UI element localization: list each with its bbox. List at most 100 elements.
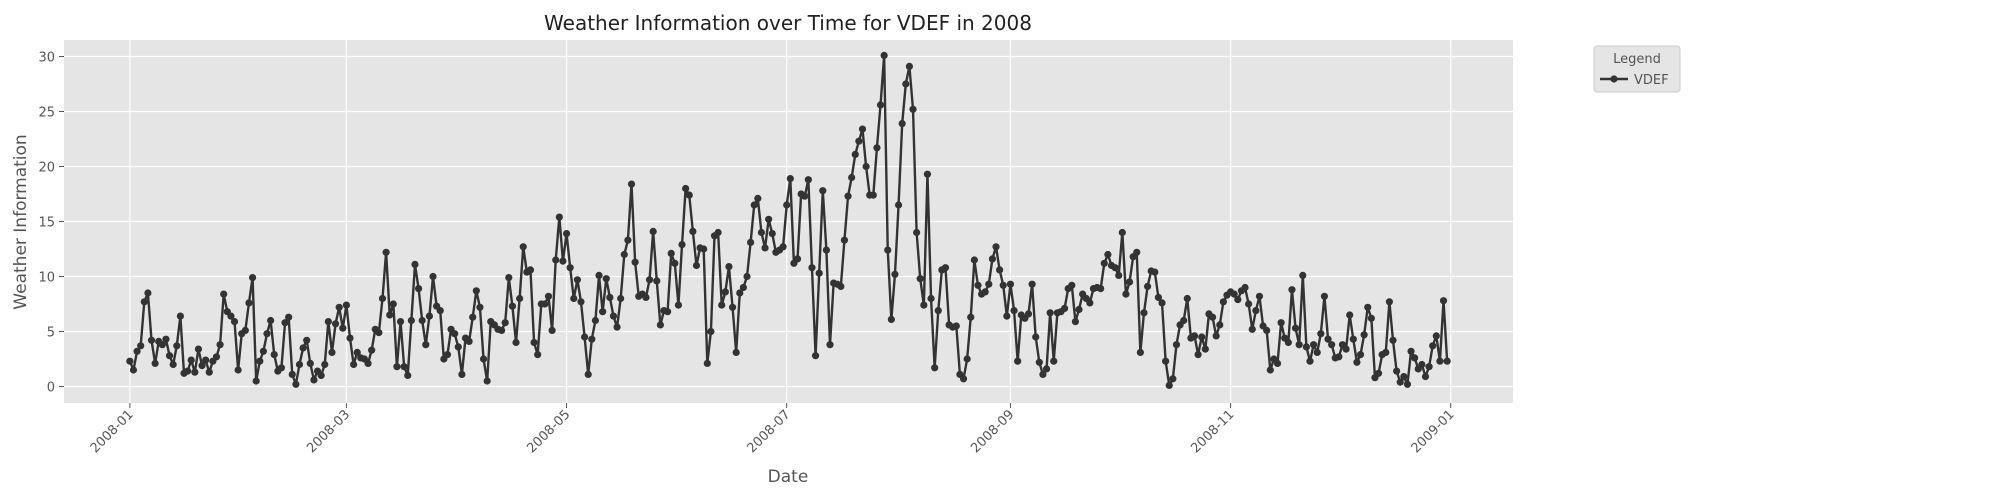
x-tick-label: 2008-09 <box>968 407 1017 456</box>
data-point <box>386 311 394 319</box>
data-point <box>1075 305 1083 314</box>
data-point <box>1389 336 1397 344</box>
data-point <box>339 324 347 332</box>
data-point <box>472 287 480 295</box>
data-point <box>902 80 910 88</box>
data-point <box>147 336 156 344</box>
data-point <box>555 213 563 221</box>
data-point <box>588 335 596 343</box>
data-point <box>126 357 134 365</box>
data-point <box>165 352 174 360</box>
data-point <box>880 51 888 60</box>
data-point <box>508 302 517 310</box>
data-point <box>1208 313 1217 321</box>
data-point <box>375 329 383 337</box>
data-point <box>783 201 791 209</box>
data-point <box>436 307 444 315</box>
data-point <box>718 301 726 309</box>
data-point <box>1273 359 1282 367</box>
data-point <box>609 312 618 320</box>
data-point <box>1411 354 1419 362</box>
data-point <box>1198 333 1206 341</box>
data-point <box>1143 282 1152 290</box>
chart-title: Weather Information over Time for VDEF i… <box>544 11 1032 35</box>
data-point <box>645 276 654 284</box>
data-point <box>191 368 199 376</box>
data-point <box>999 281 1007 289</box>
data-point <box>281 319 289 327</box>
data-point <box>1342 345 1350 353</box>
data-point <box>1313 348 1321 356</box>
data-point <box>541 300 549 308</box>
data-point <box>382 248 390 256</box>
x-tick-label: 2009-01 <box>1409 407 1458 456</box>
data-point <box>1158 299 1166 307</box>
data-point <box>1248 325 1256 333</box>
data-point <box>1356 351 1365 359</box>
data-point <box>173 342 181 350</box>
data-point <box>631 258 639 266</box>
data-point <box>1364 303 1372 311</box>
data-point <box>786 175 794 183</box>
data-point <box>1183 294 1191 303</box>
data-point <box>187 356 195 364</box>
data-point <box>1328 341 1336 349</box>
data-point <box>848 173 856 182</box>
data-point <box>368 346 376 354</box>
data-point <box>1346 311 1354 319</box>
data-point <box>602 275 610 283</box>
data-point <box>1086 299 1094 307</box>
x-tick-label: 2008-07 <box>745 407 794 456</box>
data-point <box>566 264 574 272</box>
data-point <box>682 184 690 193</box>
data-point <box>808 264 816 272</box>
data-point <box>1028 280 1036 288</box>
data-point <box>884 246 892 254</box>
data-point <box>916 275 924 283</box>
data-point <box>1353 358 1361 366</box>
data-point <box>819 187 827 195</box>
data-point <box>411 260 419 268</box>
data-point <box>1032 333 1040 341</box>
legend: Legend VDEF <box>1593 45 1681 93</box>
data-point <box>714 228 722 237</box>
data-point <box>927 294 935 303</box>
data-point <box>573 276 581 284</box>
data-point <box>1194 351 1202 359</box>
data-point <box>703 359 711 367</box>
data-point <box>321 360 329 369</box>
data-point <box>1295 341 1303 349</box>
data-point <box>595 271 603 279</box>
data-point <box>1396 378 1404 386</box>
data-point <box>1014 357 1022 365</box>
data-point <box>685 191 693 199</box>
data-point <box>400 363 408 371</box>
data-point <box>479 355 488 363</box>
data-point <box>591 316 600 325</box>
data-point <box>1291 324 1300 332</box>
data-point <box>497 326 506 334</box>
data-point <box>1241 283 1249 292</box>
data-point <box>198 362 206 370</box>
data-point <box>324 318 332 326</box>
data-point <box>656 321 664 329</box>
data-point <box>1418 360 1426 369</box>
data-point <box>801 192 809 200</box>
data-point <box>754 194 762 202</box>
data-point <box>707 327 715 336</box>
data-point <box>891 270 899 278</box>
data-point <box>1006 280 1015 288</box>
x-tick-label: 2008-03 <box>304 407 353 456</box>
data-point <box>306 359 314 367</box>
data-point <box>1374 369 1383 377</box>
data-point <box>1133 248 1141 256</box>
data-point <box>728 303 737 311</box>
data-point <box>458 370 466 378</box>
data-point <box>140 298 148 306</box>
data-point <box>869 191 877 199</box>
data-point <box>1234 296 1242 304</box>
data-point <box>1367 314 1375 322</box>
data-point <box>920 301 928 309</box>
data-point <box>1212 332 1220 340</box>
